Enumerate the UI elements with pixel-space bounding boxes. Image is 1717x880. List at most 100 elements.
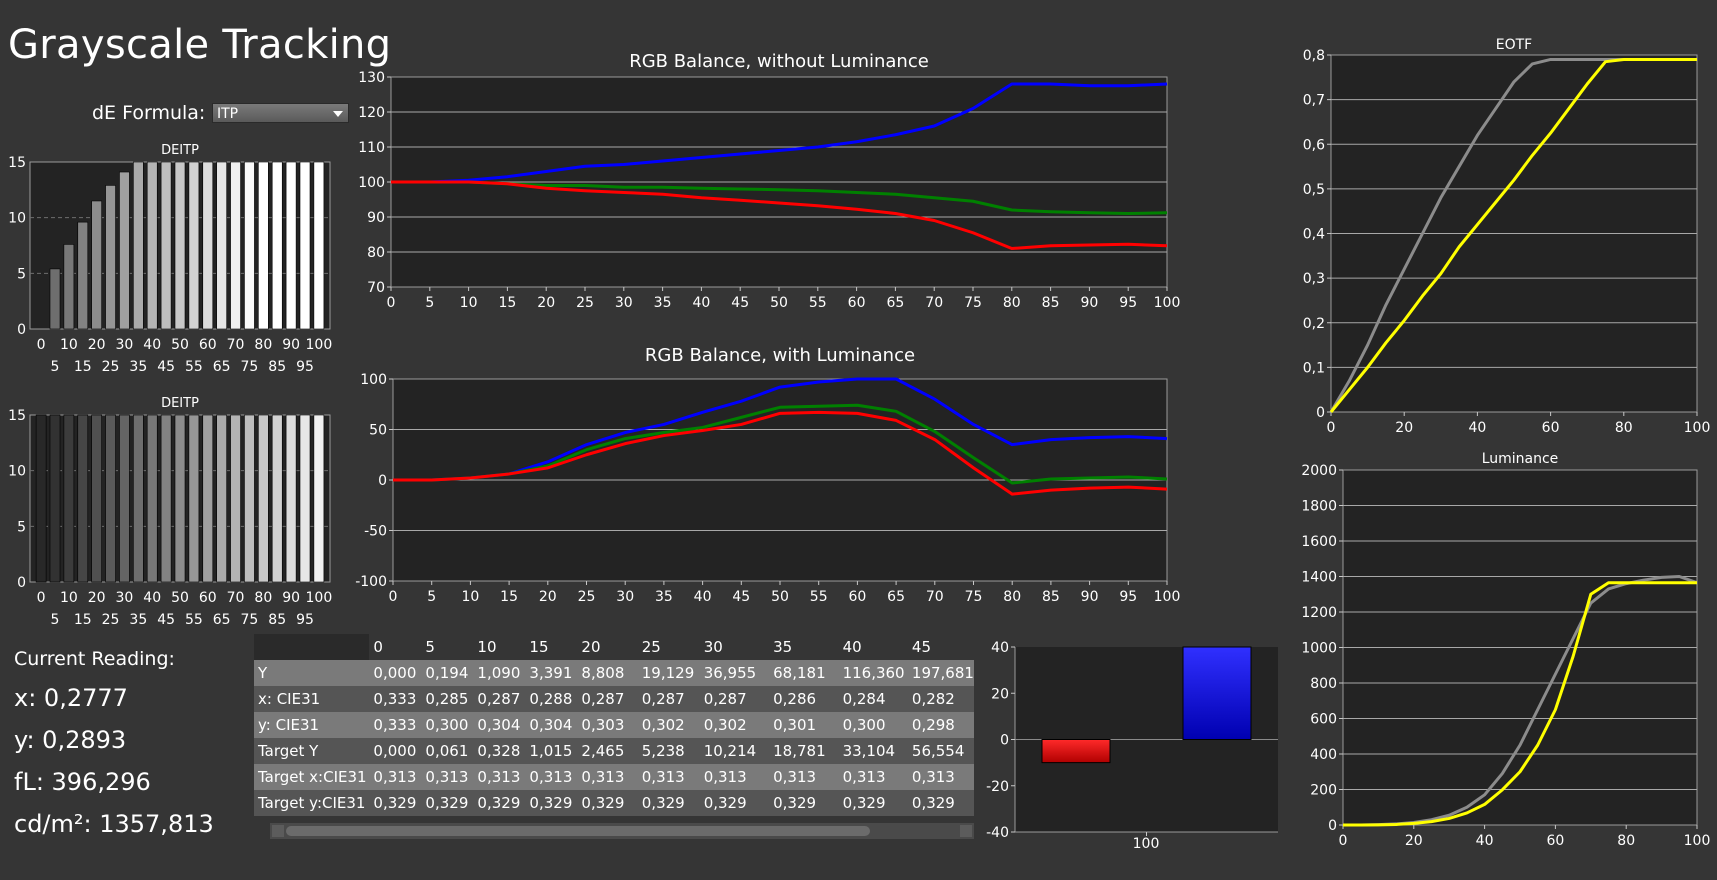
y-tick-label: 400 bbox=[1310, 747, 1337, 763]
table-cell: 0,329 bbox=[421, 790, 474, 816]
x-tick-label: 25 bbox=[576, 295, 594, 311]
x-tick-label: 75 bbox=[241, 612, 259, 628]
x-tick-label: 15 bbox=[498, 295, 516, 311]
y-tick-label: -20 bbox=[986, 779, 1009, 795]
scroll-left-button[interactable] bbox=[272, 825, 284, 837]
table-cell: 0,288 bbox=[525, 686, 578, 712]
column-header: 30 bbox=[699, 634, 770, 660]
x-tick-label: 10 bbox=[60, 590, 78, 606]
x-tick-label: 35 bbox=[655, 589, 673, 605]
x-tick-label: 75 bbox=[964, 295, 982, 311]
table-row[interactable]: y: CIE31 0,333 0,300 0,304 0,304 0,303 0,302 0,… bbox=[254, 712, 974, 738]
de-bar-9 bbox=[160, 414, 172, 583]
x-tick-label: 15 bbox=[500, 589, 518, 605]
scrollbar-thumb[interactable] bbox=[286, 826, 870, 836]
x-tick-label: 20 bbox=[88, 590, 106, 606]
de-formula-select[interactable]: ITP bbox=[212, 103, 349, 123]
measurement-table[interactable]: 0 5 10 15 20 25 30 35 40 45 Y 0,000 0,194 1,090 3,391 8… bbox=[254, 634, 974, 842]
table-cell: 0,313 bbox=[577, 764, 638, 790]
x-tick-label: 60 bbox=[1542, 420, 1560, 436]
x-tick-label: 60 bbox=[1546, 833, 1564, 849]
table-cell: 0,313 bbox=[699, 764, 770, 790]
table-cell: 0,194 bbox=[421, 660, 474, 686]
x-tick-label: 10 bbox=[461, 589, 479, 605]
de-formula-value: ITP bbox=[217, 106, 239, 122]
x-tick-label: 5 bbox=[51, 359, 60, 375]
x-tick-label: 20 bbox=[537, 295, 555, 311]
y-tick-label: 20 bbox=[991, 686, 1009, 702]
x-tick-label: 30 bbox=[116, 337, 134, 353]
table-row[interactable]: Target y:CIE31 0,329 0,329 0,329 0,329 0,329 0… bbox=[254, 790, 974, 816]
table-cell: 0,304 bbox=[525, 712, 578, 738]
row-label: Target y:CIE31 bbox=[254, 790, 370, 816]
table-cell: 0,333 bbox=[369, 686, 422, 712]
table-row[interactable]: Target Y 0,000 0,061 0,328 1,015 2,465 5,238 10… bbox=[254, 738, 974, 764]
current-reading-panel: Current Reading: x: 0,2777 y: 0,2893 fL:… bbox=[14, 648, 214, 852]
de-bar-16 bbox=[258, 414, 269, 583]
column-header: 40 bbox=[838, 634, 908, 660]
x-tick-label: 80 bbox=[1615, 420, 1633, 436]
x-tick-label: 20 bbox=[539, 589, 557, 605]
x-tick-label: 100 bbox=[306, 337, 333, 353]
y-tick-label: 0,5 bbox=[1303, 182, 1325, 198]
x-tick-label: 55 bbox=[809, 295, 827, 311]
de-bar-4 bbox=[91, 414, 102, 583]
x-tick-label: 65 bbox=[887, 589, 905, 605]
y-tick-label: 1800 bbox=[1301, 499, 1337, 515]
de-bar-7 bbox=[133, 414, 144, 583]
table-cell: 0,285 bbox=[421, 686, 474, 712]
y-tick-label: 15 bbox=[8, 408, 26, 424]
de-bar-17 bbox=[271, 414, 283, 583]
de-bar-8 bbox=[146, 161, 158, 330]
x-tick-label: 0 bbox=[1339, 833, 1348, 849]
x-tick-label: 65 bbox=[213, 359, 231, 375]
table-header-row: 0 5 10 15 20 25 30 35 40 45 bbox=[254, 634, 974, 660]
de-bar-15 bbox=[244, 414, 255, 583]
de-bar-6 bbox=[119, 414, 130, 583]
luminance-chart: Luminance0200400600800100012001400160018… bbox=[1301, 451, 1710, 849]
table-cell: 0,284 bbox=[838, 686, 908, 712]
y-tick-label: 0,8 bbox=[1303, 48, 1325, 64]
y-tick-label: 1000 bbox=[1301, 641, 1337, 657]
x-tick-label: 20 bbox=[1395, 420, 1413, 436]
table-cell: 3,391 bbox=[525, 660, 578, 686]
x-tick-label: 0 bbox=[1327, 420, 1336, 436]
table-cell: 0,313 bbox=[369, 764, 422, 790]
x-tick-label: 90 bbox=[282, 337, 300, 353]
table-row[interactable]: Y 0,000 0,194 1,090 3,391 8,808 19,129 36,955 68… bbox=[254, 660, 974, 686]
chart-title: DEITP bbox=[161, 143, 199, 158]
y-tick-label: 5 bbox=[17, 519, 26, 535]
reading-x: x: 0,2777 bbox=[14, 684, 128, 712]
de-bar-2 bbox=[63, 244, 75, 330]
y-tick-label: 40 bbox=[991, 640, 1009, 656]
table-cell: 0,333 bbox=[369, 712, 422, 738]
y-tick-label: 1400 bbox=[1301, 570, 1337, 586]
x-tick-label: 40 bbox=[694, 589, 712, 605]
x-tick-label: 40 bbox=[143, 337, 161, 353]
table-horizontal-scrollbar[interactable] bbox=[270, 823, 974, 839]
scroll-right-button[interactable] bbox=[960, 825, 972, 837]
table-row[interactable]: x: CIE31 0,333 0,285 0,287 0,288 0,287 0,287 0,… bbox=[254, 686, 974, 712]
y-tick-label: 1600 bbox=[1301, 534, 1337, 550]
table-cell: 0,000 bbox=[369, 660, 422, 686]
de-bar-18 bbox=[285, 161, 297, 330]
rgb-balance-with-luminance-chart: RGB Balance, with Luminance-100-50050100… bbox=[355, 345, 1181, 605]
table-cell: 0,329 bbox=[637, 790, 700, 816]
x-tick-label: 100 bbox=[1154, 589, 1181, 605]
table-row[interactable]: Target x:CIE31 0,313 0,313 0,313 0,313 0,313 0… bbox=[254, 764, 974, 790]
x-tick-label: 80 bbox=[1003, 295, 1021, 311]
table-cell: 1,090 bbox=[473, 660, 526, 686]
x-tick-label: 70 bbox=[227, 337, 245, 353]
table-cell: 0,313 bbox=[525, 764, 578, 790]
y-tick-label: 130 bbox=[358, 70, 385, 86]
de-bar-19 bbox=[299, 414, 311, 583]
x-tick-label: 30 bbox=[116, 590, 134, 606]
x-tick-label: 75 bbox=[241, 359, 259, 375]
table-cell: 0,329 bbox=[907, 790, 974, 816]
x-tick-label: 30 bbox=[616, 589, 634, 605]
x-tick-label: 20 bbox=[88, 337, 106, 353]
column-header: 45 bbox=[907, 634, 974, 660]
table-cell: 0,300 bbox=[838, 712, 908, 738]
de-bar-11 bbox=[188, 161, 200, 330]
